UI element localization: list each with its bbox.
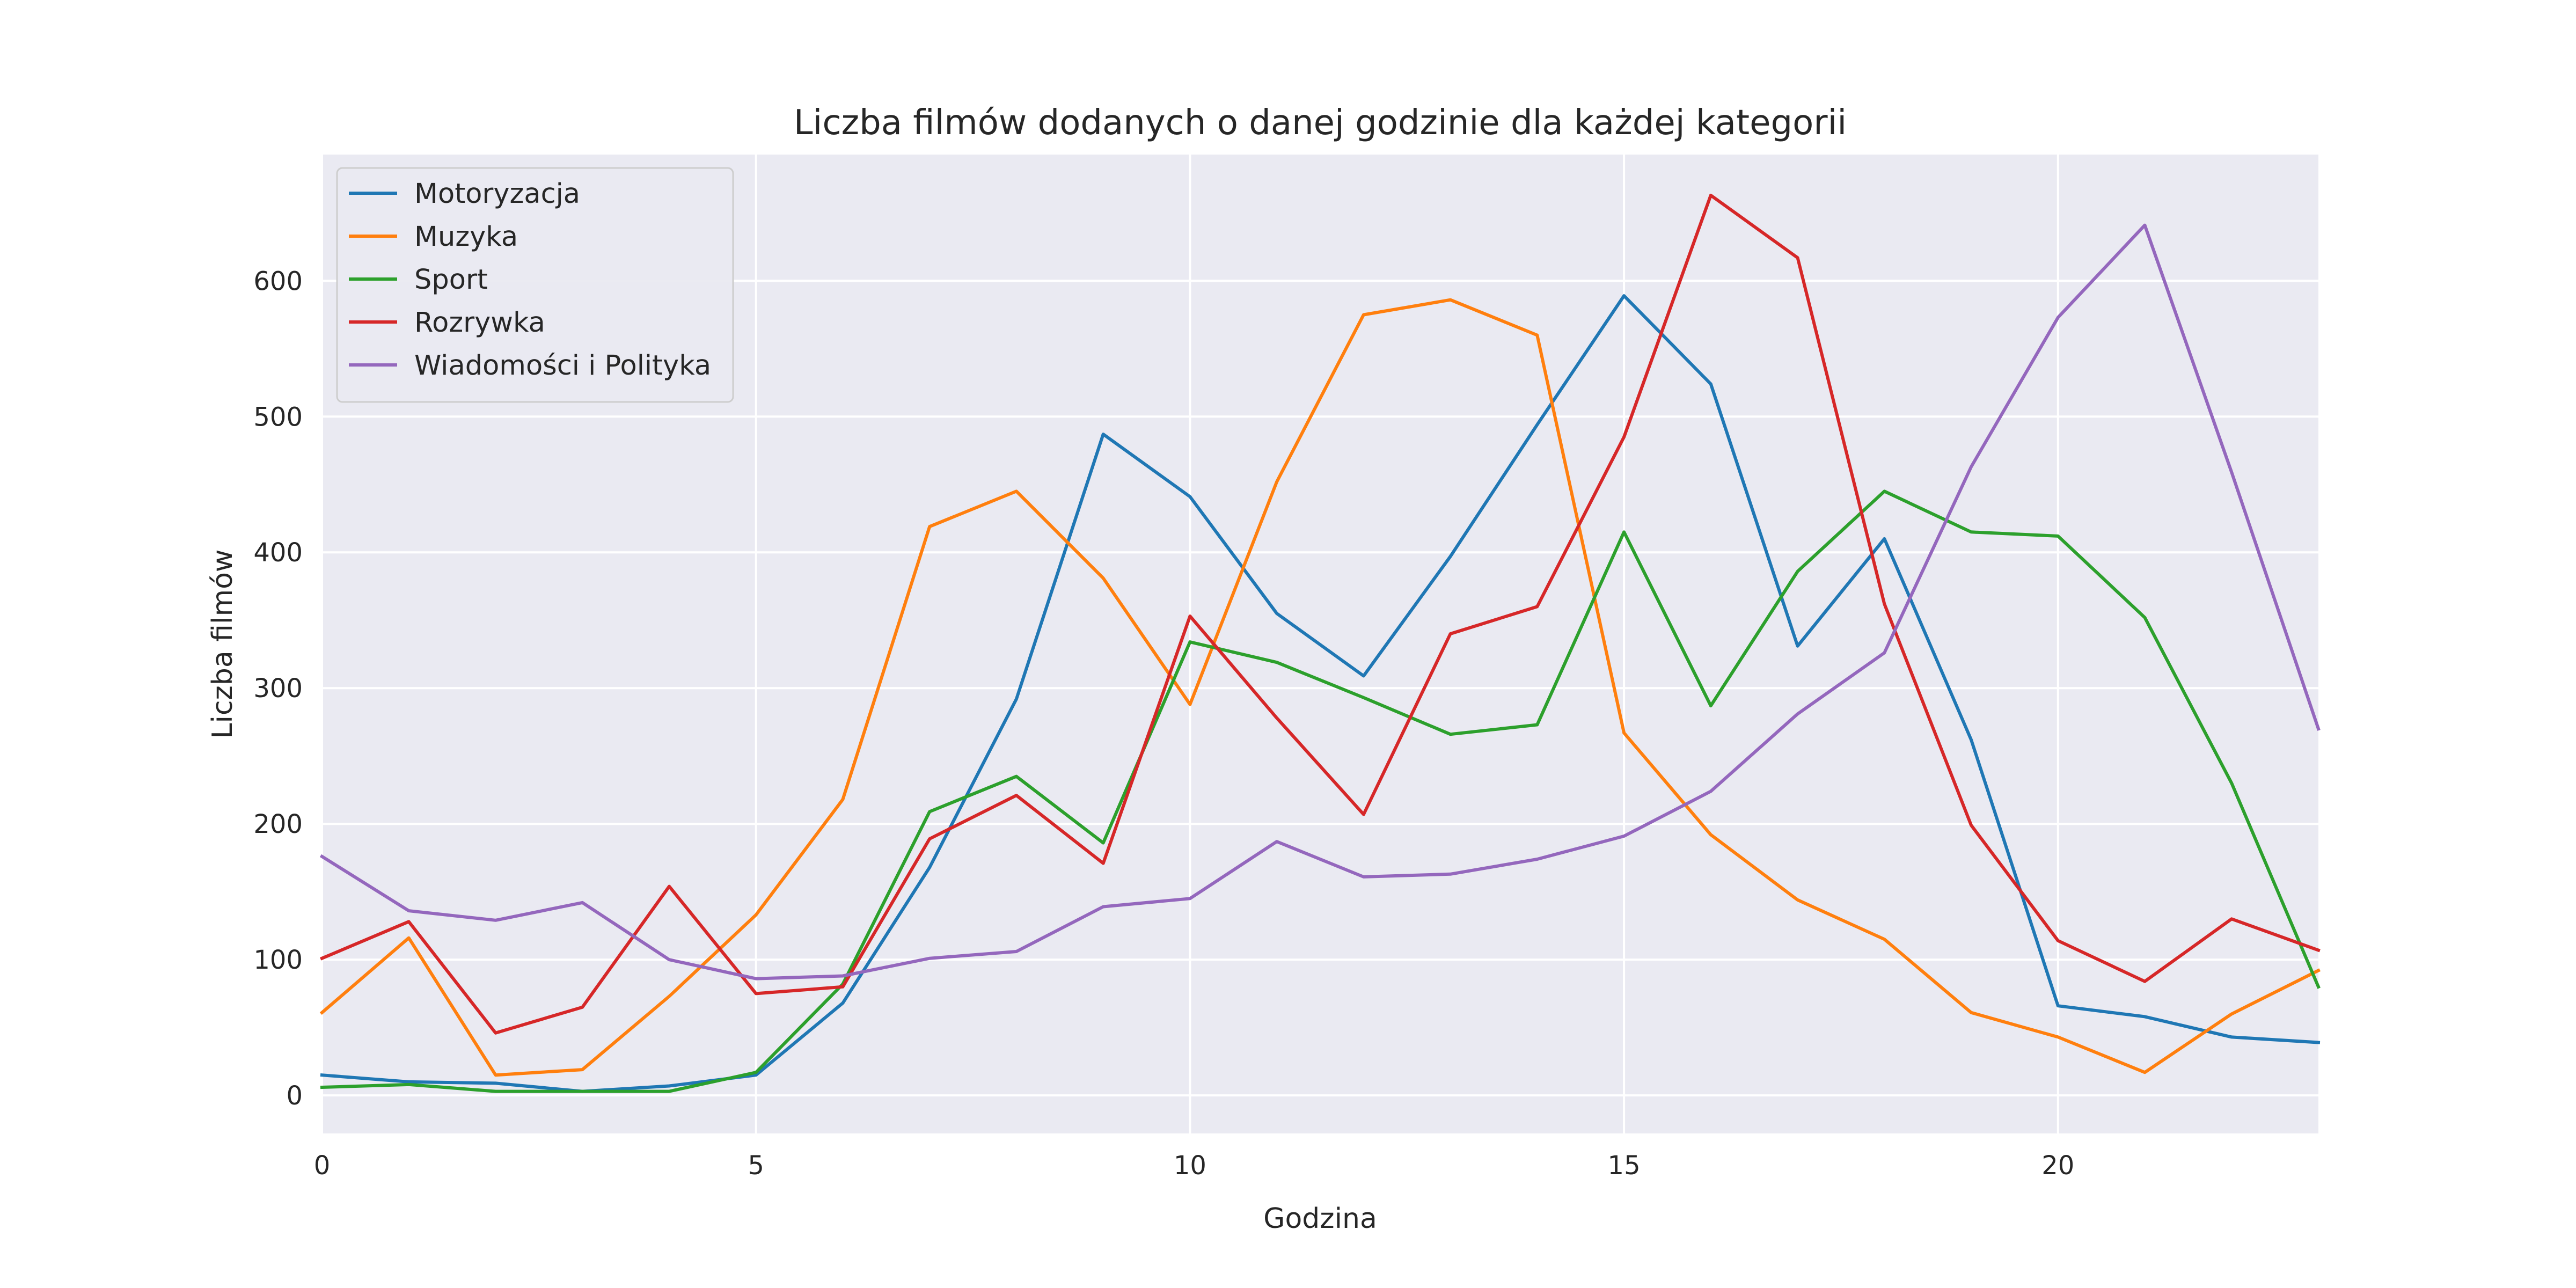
legend-label: Sport [414,264,488,296]
legend-box [336,167,734,403]
series-line [320,294,2321,1093]
y-tick-label: 300 [253,674,303,704]
x-tick-label: 0 [314,1151,331,1181]
y-tick-label: 500 [253,402,303,432]
series-line [320,193,2321,1035]
y-tick-label: 400 [253,538,303,568]
x-tick-labels: 0 5 10 15 20 [314,1151,2075,1181]
legend: Motoryzacja Muzyka Sport Rozrywka Wiadomości… [336,167,734,403]
x-tick-label: 15 [1608,1151,1641,1181]
series-line [320,489,2321,1093]
legend-label: Rozrywka [414,307,545,339]
x-tick-label: 10 [1174,1151,1206,1181]
y-tick-label: 200 [253,809,303,839]
y-tick-label: 100 [253,945,303,975]
y-tick-label: 600 [253,266,303,296]
legend-label: Wiadomości i Polityka [414,350,711,382]
legend-label: Motoryzacja [414,178,580,210]
series-line [319,298,2321,1077]
chart-title: Liczba filmów dodanych o danej godzinie … [794,103,1847,143]
y-axis-label: Liczba filmów [207,550,239,739]
x-axis-label: Godzina [1263,1203,1377,1235]
y-tick-labels: 0 100 200 300 400 500 600 [253,266,303,1111]
series-layer [319,193,2321,1093]
x-tick-label: 5 [748,1151,764,1181]
x-tick-label: 20 [2041,1151,2074,1181]
series-line [319,223,2321,980]
y-tick-label: 0 [286,1081,303,1111]
legend-label: Muzyka [414,221,518,253]
